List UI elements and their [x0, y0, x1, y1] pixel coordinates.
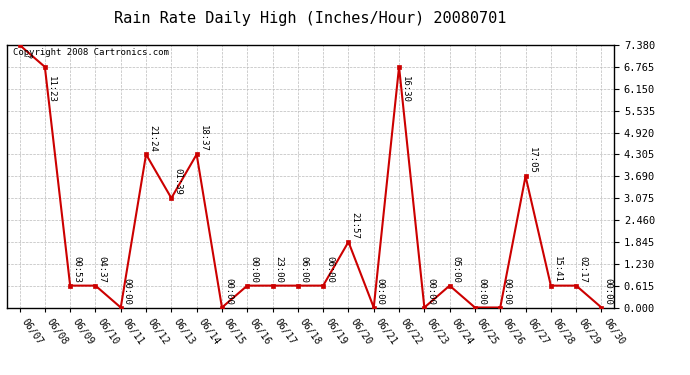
Text: 06:00: 06:00: [300, 256, 309, 283]
Text: 00:00: 00:00: [426, 278, 435, 304]
Text: 00:00: 00:00: [502, 278, 511, 304]
Text: 00:00: 00:00: [376, 278, 385, 304]
Text: 17:05: 17:05: [528, 147, 537, 173]
Text: 05:00: 05:00: [452, 256, 461, 283]
Text: 00:00: 00:00: [123, 278, 132, 304]
Text: 18:37: 18:37: [199, 124, 208, 152]
Text: 16:30: 16:30: [401, 76, 410, 103]
Text: 23:00: 23:00: [275, 256, 284, 283]
Text: 00:00: 00:00: [224, 278, 233, 304]
Text: 04:37: 04:37: [97, 256, 106, 283]
Text: 21:57: 21:57: [351, 212, 359, 239]
Text: 11:23: 11:23: [47, 76, 56, 103]
Text: 00:00: 00:00: [604, 278, 613, 304]
Text: 00:53: 00:53: [72, 256, 81, 283]
Text: 06:00: 06:00: [325, 256, 334, 283]
Text: 00:00: 00:00: [249, 256, 258, 283]
Text: Rain Rate Daily High (Inches/Hour) 20080701: Rain Rate Daily High (Inches/Hour) 20080…: [115, 11, 506, 26]
Text: 00:00: 00:00: [477, 278, 486, 304]
Text: 15:41: 15:41: [553, 256, 562, 283]
Text: 21:24: 21:24: [148, 124, 157, 152]
Text: Copyright 2008 Cartronics.com: Copyright 2008 Cartronics.com: [13, 48, 169, 57]
Text: 02:17: 02:17: [578, 256, 587, 283]
Text: 01:39: 01:39: [173, 168, 182, 195]
Text: ?: ?: [21, 54, 30, 59]
